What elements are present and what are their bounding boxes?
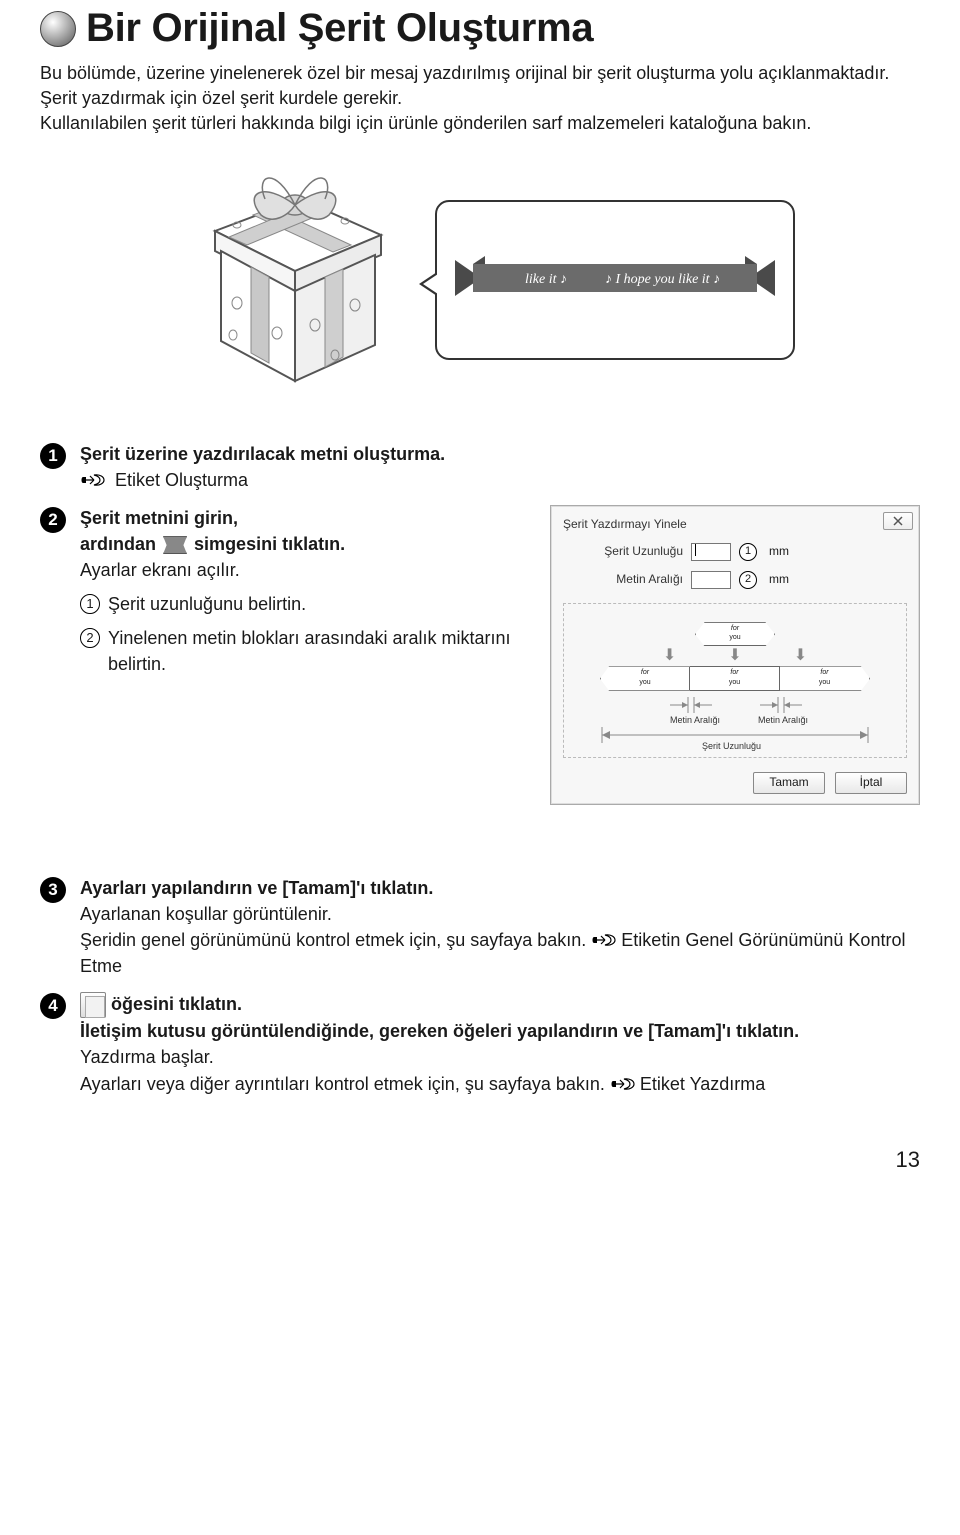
banner-text-right: ♪ I hope you like it ♪ [605,272,720,287]
hand-pointer-icon [591,927,617,953]
svg-text:Metin Aralığı: Metin Aralığı [758,715,808,725]
step-4-link[interactable]: Etiket Yazdırma [640,1074,765,1094]
step-4-title: öğesini tıklatın. [80,991,920,1018]
step-2-title: Şerit metnini girin, ardından simgesini … [80,505,530,557]
dialog-cancel-button[interactable]: İptal [835,772,907,794]
arrow-down-icon: ⬇ [794,648,807,664]
gift-box-illustration [165,155,415,405]
step-number-1: 1 [40,443,66,469]
input-text-spacing[interactable] [691,571,731,589]
substep-number-2: 2 [80,628,100,648]
dialog-preview-area: for you ⬇ ⬇ ⬇ foryou foryou foryou [563,603,907,758]
label-text-spacing: Metin Aralığı [593,571,683,588]
step-4: 4 öğesini tıklatın. İletişim kutusu görü… [40,991,920,1097]
step-3-line-2: Şeridin genel görünümünü kontrol etmek i… [80,927,920,979]
arrow-down-icon: ⬇ [728,648,741,664]
dialog-close-button[interactable] [883,512,913,530]
unit-mm-2: mm [769,571,789,588]
arrow-down-icon: ⬇ [663,648,676,664]
dimension-lines: Metin Aralığı Metin Aralığı Şerit Uzunlu… [600,697,870,751]
intro-paragraph: Bu bölümde, üzerine yinelenerek özel bir… [40,61,920,137]
substep-1: 1 Şerit uzunluğunu belirtin. [80,591,530,617]
page-number: 13 [40,1147,920,1173]
ribbon-banner-illustration: like it ♪ ♪ I hope you like it ♪ [455,254,775,306]
input-ribbon-length[interactable] [691,543,731,561]
step-number-4: 4 [40,993,66,1019]
speech-bubble: like it ♪ ♪ I hope you like it ♪ [435,200,795,360]
step-4-bold: İletişim kutusu görüntülendiğinde, gerek… [80,1018,920,1044]
print-button-icon[interactable] [80,992,106,1018]
step-1: 1 Şerit üzerine yazdırılacak metni oluşt… [40,441,920,493]
page-title: Bir Orijinal Şerit Oluşturma [86,6,593,51]
unit-mm-1: mm [769,543,789,560]
step-3-title: Ayarları yapılandırın ve [Tamam]'ı tıkla… [80,875,920,901]
svg-text:Şerit Uzunluğu: Şerit Uzunluğu [702,741,761,751]
hero-illustration: like it ♪ ♪ I hope you like it ♪ [40,155,920,405]
dialog-title: Şerit Yazdırmayı Yinele [563,516,907,533]
callout-marker-2: 2 [739,571,757,589]
step-1-title: Şerit üzerine yazdırılacak metni oluştur… [80,441,920,467]
preview-ribbon-triple: foryou foryou foryou [600,666,870,690]
step-4-line-2: Ayarları veya diğer ayrıntıları kontrol … [80,1071,920,1097]
step-number-3: 3 [40,877,66,903]
hand-pointer-icon [80,467,106,493]
svg-text:Metin Aralığı: Metin Aralığı [670,715,720,725]
step-2: 2 Şerit metnini girin, ardından simgesin… [40,505,920,805]
substep-2: 2 Yinelenen metin blokları arasındaki ar… [80,625,530,677]
label-ribbon-length: Şerit Uzunluğu [593,543,683,560]
step-2-note: Ayarlar ekranı açılır. [80,557,530,583]
step-3: 3 Ayarları yapılandırın ve [Tamam]'ı tık… [40,875,920,979]
dialog-ok-button[interactable]: Tamam [753,772,825,794]
substep-number-1: 1 [80,594,100,614]
step-number-2: 2 [40,507,66,533]
hand-pointer-icon [610,1071,636,1097]
banner-text-left: like it ♪ [525,272,567,287]
callout-marker-1: 1 [739,543,757,561]
ribbon-toolbar-icon[interactable] [163,536,187,554]
dialog-row-length: Şerit Uzunluğu 1 mm [593,543,907,561]
step-3-line-1: Ayarlanan koşullar görüntülenir. [80,901,920,927]
heading-bullet-icon [40,11,76,47]
step-1-link[interactable]: Etiket Oluşturma [115,470,248,490]
step-4-line-1: Yazdırma başlar. [80,1044,920,1070]
ribbon-repeat-dialog: Şerit Yazdırmayı Yinele Şerit Uzunluğu 1… [550,505,920,805]
dialog-row-spacing: Metin Aralığı 2 mm [593,571,907,589]
preview-ribbon-single: for you [695,622,775,646]
